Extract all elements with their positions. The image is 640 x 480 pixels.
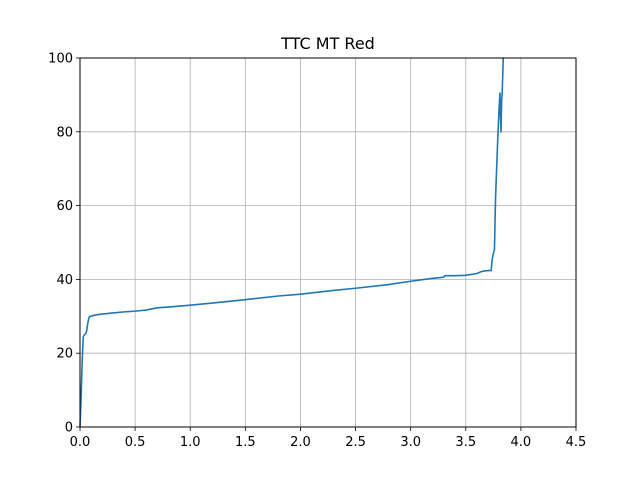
y-tick-label: 20	[56, 347, 73, 362]
y-tick-label: 60	[56, 199, 73, 214]
x-tick-label: 0.0	[70, 435, 91, 450]
x-tick-label: 1.0	[180, 435, 201, 450]
y-tick-label: 80	[56, 125, 73, 140]
series-line-0	[79, 57, 505, 428]
x-tick-label: 2.0	[290, 435, 311, 450]
y-tick-label: 40	[56, 273, 73, 288]
plot-frame	[79, 57, 577, 428]
x-tick-label: 3.5	[455, 435, 476, 450]
x-tick-label: 4.0	[511, 435, 532, 450]
y-tick-label: 0	[65, 421, 73, 436]
x-tick-label: 0.5	[125, 435, 146, 450]
y-tick-label: 100	[48, 52, 73, 67]
x-tick-label: 4.5	[566, 435, 587, 450]
x-axis: 0.0 0.5 1.0 1.5 2.0 2.5 3.0 3.5 4.0 4.5	[70, 427, 587, 450]
series-layer	[79, 57, 505, 428]
x-tick-label: 3.0	[400, 435, 421, 450]
x-tick-label: 2.5	[345, 435, 366, 450]
x-tick-label: 1.5	[235, 435, 256, 450]
chart-title: TTC MT Red	[280, 34, 375, 53]
y-axis: 0 20 40 60 80 100	[48, 52, 80, 436]
